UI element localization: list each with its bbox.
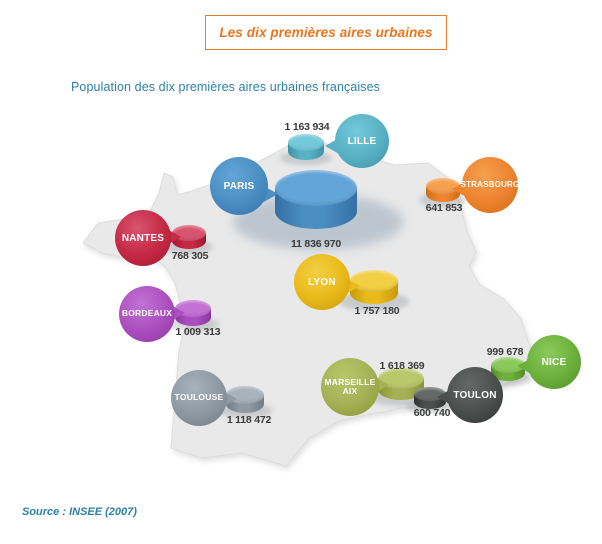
cylinder-top [275, 169, 357, 206]
city-value-toulon: 600 740 [413, 407, 451, 419]
city-name-nantes: NANTES [121, 232, 165, 244]
city-value-marseille-aix: 1 618 369 [379, 360, 425, 372]
city-bubble-toulouse: TOULOUSE [171, 370, 227, 426]
city-bubble-lyon: LYON [294, 254, 350, 310]
city-name-marseille-aix: MARSEILLE AIX [324, 376, 376, 396]
city-bubble-paris: PARIS [210, 157, 268, 215]
city-cylinder-marseille-aix [378, 368, 424, 400]
city-value-lyon: 1 757 180 [354, 305, 400, 317]
city-bubble-nantes: NANTES [115, 210, 171, 266]
city-name-toulouse: TOULOUSE [174, 392, 224, 403]
city-value-toulouse: 1 118 472 [226, 414, 272, 426]
city-cylinder-paris [275, 169, 357, 229]
source-note: Source : INSEE (2007) [22, 506, 137, 518]
chart-subtitle: Population des dix premières aires urbai… [71, 80, 381, 94]
city-name-toulon: TOULON [453, 389, 497, 401]
city-value-nantes: 768 305 [171, 250, 209, 262]
city-value-nice: 999 678 [486, 346, 524, 358]
city-name-paris: PARIS [223, 180, 255, 192]
cylinder-top [491, 357, 525, 373]
city-name-lyon: LYON [308, 276, 336, 288]
city-name-lille: LILLE [347, 135, 377, 147]
city-name-nice: NICE [541, 356, 567, 368]
city-bubble-nice: NICE [527, 335, 581, 389]
cylinder-top [288, 134, 324, 151]
city-bubble-toulon: TOULON [447, 367, 503, 423]
title-box: Les dix premières aires urbaines [205, 15, 447, 50]
city-name-bordeaux: BORDEAUX [121, 308, 173, 319]
city-cylinder-strasbourg [426, 178, 460, 202]
cylinder-top [426, 178, 460, 194]
city-bubble-marseille-aix: MARSEILLE AIX [321, 358, 379, 416]
city-value-strasbourg: 641 853 [425, 202, 463, 214]
city-bubble-bordeaux: BORDEAUX [119, 286, 175, 342]
city-value-paris: 11 836 970 [291, 238, 341, 250]
city-bubble-lille: LILLE [335, 114, 389, 168]
city-name-strasbourg: STRASBOURG [460, 179, 520, 189]
cylinder-top [350, 270, 398, 292]
city-value-lille: 1 163 934 [284, 121, 330, 133]
page-title: Les dix premières aires urbaines [219, 25, 433, 40]
city-bubble-strasbourg: STRASBOURG [460, 157, 520, 213]
city-cylinder-nice [491, 357, 525, 381]
cylinder-top [378, 368, 424, 389]
city-cylinder-lille [288, 134, 324, 160]
city-cylinder-lyon [350, 270, 398, 304]
city-value-bordeaux: 1 009 313 [175, 326, 221, 338]
